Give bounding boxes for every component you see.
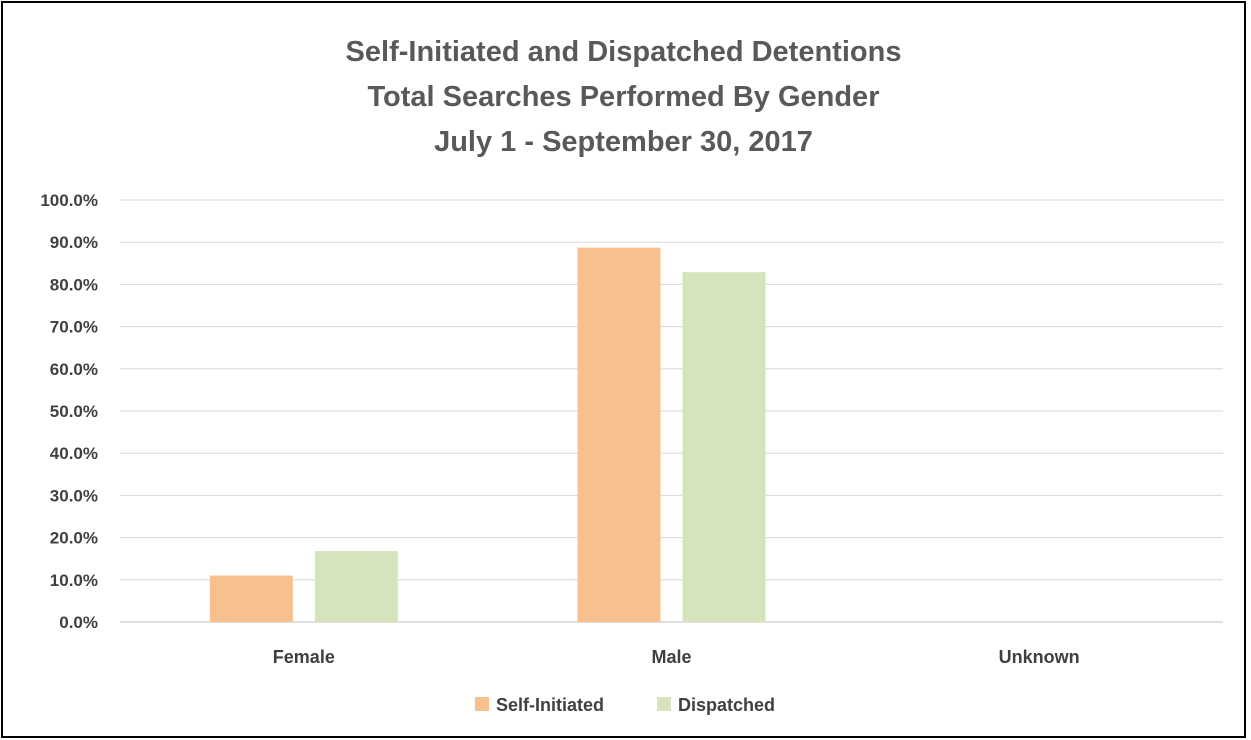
- chart-title-line-2: Total Searches Performed By Gender: [367, 81, 880, 113]
- legend: Self-Initiated Dispatched: [475, 695, 775, 715]
- chart-title: Self-Initiated and Dispatched Detentions…: [0, 30, 1247, 165]
- y-axis-ticks: 0.0% 10.0% 20.0% 30.0% 40.0% 50.0% 60.0% 70.0% 8…: [40, 191, 98, 632]
- legend-label: Dispatched: [678, 695, 775, 715]
- y-tick-label: 0.0%: [59, 613, 98, 632]
- legend-swatch: [657, 697, 671, 711]
- gridlines: [120, 199, 1223, 623]
- y-tick-label: 80.0%: [50, 275, 98, 294]
- y-tick-label: 100.0%: [40, 191, 98, 210]
- y-tick-label: 10.0%: [50, 571, 98, 590]
- bar-dispatched-male: [682, 272, 766, 622]
- x-axis-labels: Female Male Unknown: [273, 647, 1080, 667]
- y-tick-label: 50.0%: [50, 402, 98, 421]
- legend-label: Self-Initiated: [496, 695, 604, 715]
- bar-dispatched-female: [314, 551, 398, 622]
- y-tick-label: 70.0%: [50, 318, 98, 337]
- x-tick-label: Female: [273, 647, 335, 667]
- x-tick-label: Male: [651, 647, 691, 667]
- y-tick-label: 20.0%: [50, 529, 98, 548]
- y-tick-label: 60.0%: [50, 360, 98, 379]
- y-tick-label: 90.0%: [50, 233, 98, 252]
- bars: [209, 247, 766, 622]
- chart-title-line-1: Self-Initiated and Dispatched Detentions: [345, 36, 902, 68]
- bar-self-initiated-male: [577, 247, 661, 622]
- y-tick-label: 40.0%: [50, 444, 98, 463]
- chart-title-line-3: July 1 - September 30, 2017: [434, 126, 813, 158]
- x-tick-label: Unknown: [999, 647, 1080, 667]
- bar-self-initiated-female: [209, 575, 293, 622]
- y-tick-label: 30.0%: [50, 486, 98, 505]
- legend-swatch: [475, 697, 489, 711]
